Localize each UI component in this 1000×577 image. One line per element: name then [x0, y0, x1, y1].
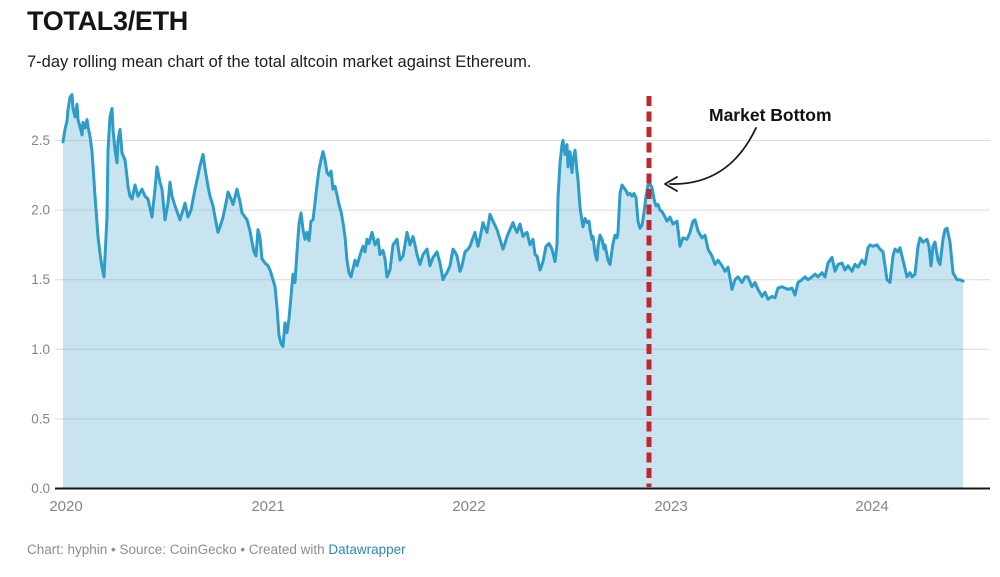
y-tick-label: 2.0	[31, 203, 50, 218]
x-tick-label: 2022	[452, 498, 485, 515]
annotation-arrow	[669, 127, 757, 185]
y-tick-label: 2.5	[31, 133, 50, 148]
y-tick-label: 0.5	[31, 411, 50, 426]
annotation-label: Market Bottom	[709, 105, 832, 125]
y-tick-label: 1.5	[31, 272, 50, 287]
chart-footer: Chart: hyphin • Source: CoinGecko • Crea…	[27, 542, 406, 557]
annotation-arrowhead-icon	[664, 176, 678, 192]
series-line	[61, 93, 965, 348]
y-tick-label: 0.0	[31, 481, 50, 496]
x-tick-label: 2023	[654, 498, 687, 515]
x-tick-label: 2020	[49, 498, 82, 515]
page-subtitle: 7-day rolling mean chart of the total al…	[27, 53, 532, 71]
footer-credit-text: Chart: hyphin • Source: CoinGecko • Crea…	[27, 542, 329, 557]
y-tick-label: 1.0	[31, 342, 50, 357]
x-tick-label: 2021	[251, 498, 284, 515]
datawrapper-link[interactable]: Datawrapper	[328, 542, 406, 557]
x-tick-label: 2024	[855, 498, 888, 515]
page-title: TOTAL3/ETH	[27, 6, 189, 36]
series-area-fill	[63, 94, 963, 489]
